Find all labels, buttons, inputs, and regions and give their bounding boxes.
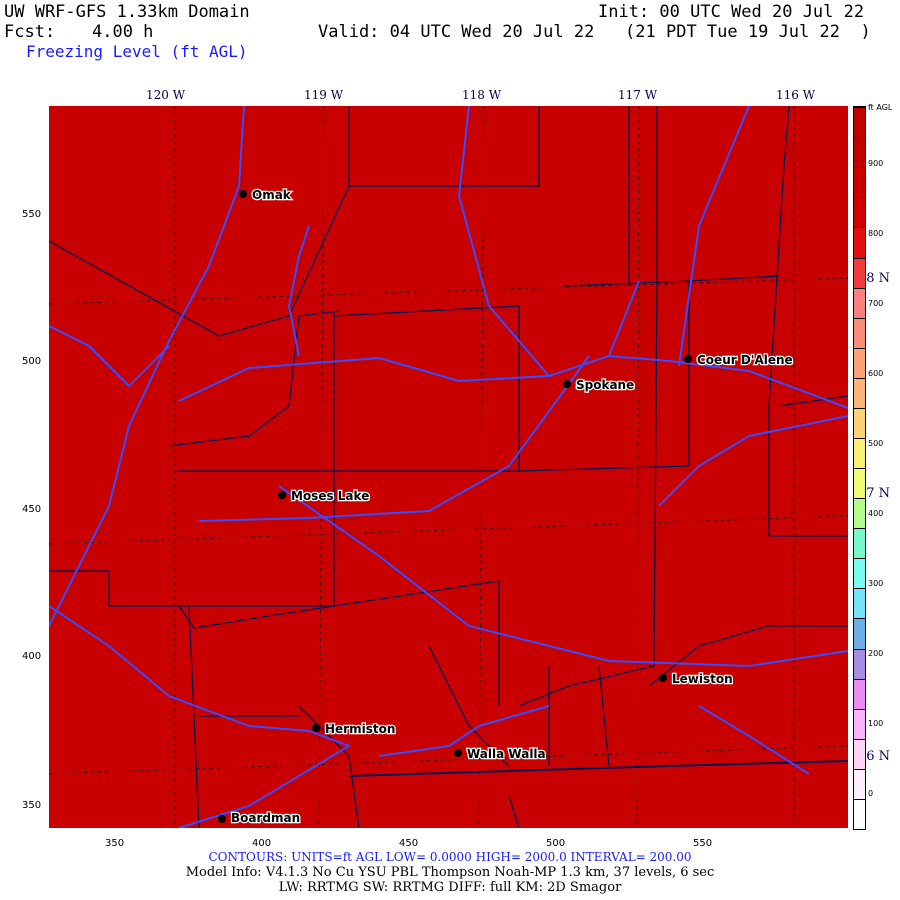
physics-info: LW: RRTMG SW: RRTMG DIFF: full KM: 2D Sm… [278,880,622,895]
lon-label: 120 W [146,88,186,102]
city-marker [278,491,286,499]
field-fill [49,106,848,828]
colorbar [853,106,866,830]
city-label: Walla Walla [467,747,546,761]
model-title: UW WRF-GFS 1.33km Domain [4,2,250,22]
colorbar-segment [854,377,865,408]
colorbar-label: 900 [868,159,884,168]
x-tick: 500 [546,838,566,849]
colorbar-segment [854,558,865,589]
colorbar-label: 400 [868,509,884,518]
colorbar-segment [854,648,865,679]
city-marker [563,380,571,388]
colorbar-segment [854,287,865,318]
y-tick: 500 [22,356,42,367]
y-tick: 550 [22,209,42,220]
y-tick: 350 [22,800,42,811]
colorbar-segment [854,738,865,769]
forecast-hour: 4.00 h [92,22,154,42]
colorbar-label: 500 [868,439,884,448]
x-tick: 550 [693,838,713,849]
lat-label: 48 N [858,271,891,286]
lon-label: 119 W [304,88,344,102]
colorbar-label: 800 [868,229,884,238]
city-marker [684,355,692,363]
colorbar-segment [854,167,865,198]
y-tick: 450 [22,504,42,515]
colorbar-segment [854,528,865,559]
colorbar-segment [854,437,865,469]
lat-label: 47 N [858,486,891,501]
cities [218,190,692,823]
y-tick: 400 [22,651,42,662]
colorbar-segment [854,227,865,258]
x-tick: 400 [252,838,272,849]
colorbar-segment [854,257,865,288]
colorbar-label: 200 [868,649,884,658]
colorbar-segment [854,798,865,829]
city-marker [659,674,667,682]
x-tick: 350 [105,838,125,849]
colorbar-segment [854,768,865,799]
city-label: Hermiston [325,722,395,736]
field-title: Freezing Level (ft AGL) [26,42,248,61]
model-info: Model Info: V4.1.3 No Cu YSU PBL Thompso… [185,865,715,880]
county-borders [49,106,848,828]
colorbar-label: 0 [868,789,874,798]
city-label: Moses Lake [291,489,369,503]
city-label: Coeur D'Alene [697,353,793,367]
colorbar-segment [854,317,865,348]
city-marker [454,749,462,757]
forecast-label: Fcst: [4,22,56,42]
colorbar-segment [854,588,865,619]
valid-time: Valid: 04 UTC Wed 20 Jul 22 (21 PDT Tue … [318,22,871,42]
colorbar-segment [854,618,865,649]
colorbar-units: ft AGL [868,103,893,112]
city-marker [218,815,226,823]
freezing-level-map: Omak Spokane Coeur D'Alene Moses Lake Le… [49,106,848,828]
lon-label: 117 W [618,88,658,102]
lon-label: 118 W [462,88,502,102]
colorbar-segment [854,468,865,499]
colorbar-label: 600 [868,369,884,378]
init-time: Init: 00 UTC Wed 20 Jul 22 [598,2,865,22]
colorbar-label: 100 [868,719,884,728]
lat-label: 46 N [858,749,891,764]
x-tick: 450 [399,838,419,849]
colorbar-segment [854,197,865,228]
city-marker [239,190,247,198]
lon-label: 116 W [776,88,816,102]
lat-lon-grid [49,106,848,828]
colorbar-label: 300 [868,579,884,588]
city-marker [312,724,320,732]
city-label: Lewiston [672,672,733,686]
colorbar-segment [854,708,865,739]
colorbar-segment [854,407,865,438]
colorbar-segment [854,678,865,709]
rivers [49,106,848,828]
city-label: Boardman [231,811,300,825]
colorbar-segment [854,107,865,138]
contour-info: CONTOURS: UNITS=ft AGL LOW= 0.0000 HIGH=… [208,850,692,864]
colorbar-segment [854,498,865,529]
colorbar-segment [854,137,865,168]
city-label: Spokane [576,378,634,392]
colorbar-label: 700 [868,299,884,308]
colorbar-segment [854,347,865,378]
city-label: Omak [252,188,292,202]
